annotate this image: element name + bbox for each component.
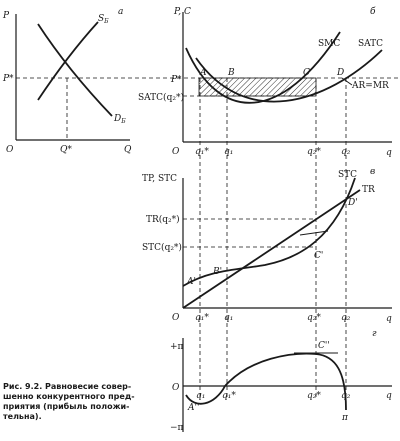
stc-label: STC — [338, 170, 357, 180]
panel-a-axis-x-label: Q — [124, 145, 132, 155]
panel-g-axis-x-label: q — [386, 391, 392, 401]
demand-label: DБ — [113, 114, 126, 125]
satc-level-label: SATC(q₂*) — [138, 92, 184, 103]
panel-b-q1: q₁ — [224, 147, 233, 157]
panel-g-q1: q₁ — [196, 391, 205, 401]
panel-v-axis-x-label: q — [386, 314, 392, 324]
panel-a-quantity-label: Q* — [60, 145, 72, 155]
supply-label: SБ — [98, 14, 109, 25]
point-c-double-prime: C'' — [318, 341, 330, 351]
panel-b-q2-star: q₂* — [307, 147, 321, 157]
panel-a-price-label: P* — [2, 74, 14, 84]
caption-line: приятия (прибыль положи- — [3, 402, 130, 411]
panel-v-q2-star: q₂* — [307, 313, 321, 323]
point-a-double-prime: A'' — [187, 403, 199, 413]
ar-mr-pointer — [341, 77, 353, 86]
panel-v-origin: O — [172, 313, 180, 323]
smc-curve — [185, 31, 341, 104]
tr-label: TR — [362, 185, 375, 195]
panel-b-axis-y-label: P, C — [173, 7, 191, 17]
ar-mr-label: AR=MR — [351, 81, 389, 91]
panel-g-minus-pi: −π — [170, 423, 184, 433]
satc-label: SATC — [358, 39, 383, 49]
profit-curve — [185, 352, 347, 411]
stc-curve — [182, 177, 356, 287]
tangent-at-c — [299, 230, 329, 236]
figure-caption: Рис. 9.2. Равновесие совер- шенно конкур… — [3, 382, 163, 422]
point-a-prime: A' — [186, 277, 196, 287]
point-d-prime: D' — [347, 198, 358, 208]
panel-g-letter: г — [372, 329, 377, 339]
panel-g-q2-star: q₂* — [307, 391, 321, 401]
panel-b-origin: O — [172, 147, 180, 157]
panel-a-origin: O — [6, 145, 14, 155]
panel-a-axis-y-label: P — [2, 11, 10, 21]
point-a: A — [199, 68, 207, 78]
panel-g-q2: q₂ — [341, 391, 351, 401]
point-b-prime: B' — [212, 267, 222, 277]
caption-line: Рис. 9.2. Равновесие совер- — [3, 382, 132, 391]
smc-label: SMC — [318, 39, 340, 49]
caption-line: шенно конкурентного пред- — [3, 392, 135, 401]
quantity-guides — [183, 78, 347, 400]
panel-b-letter: б — [370, 6, 376, 17]
point-d: D — [336, 68, 344, 78]
market-demand-curve — [37, 23, 113, 117]
panel-a-letter: а — [118, 7, 123, 17]
point-c: C — [303, 68, 310, 78]
tr-line — [182, 189, 361, 309]
panel-g-origin: O — [172, 383, 180, 393]
point-c-prime: C' — [314, 251, 323, 261]
panel-g-plus-pi: +π — [170, 342, 184, 352]
caption-line: тельна). — [3, 412, 42, 421]
profit-curve-label: π — [341, 413, 349, 423]
panel-v-q2: q₂ — [341, 313, 351, 323]
panel-v-letter: в — [370, 167, 375, 177]
stc-level-label: STC(q₂*) — [142, 242, 182, 253]
tr-level-label: TR(q₂*) — [146, 214, 180, 225]
market-supply-curve — [37, 21, 99, 101]
panel-profit: +π −π q O г C'' A'' π q₁ q₁* q₂* q₂ — [170, 329, 392, 433]
panel-b-price-label: P* — [170, 75, 182, 85]
panel-b-axis-x-label: q — [386, 148, 392, 158]
panel-v-q1: q₁ — [224, 313, 233, 323]
panel-g-q1-star: q₁* — [222, 391, 236, 401]
panel-firm-costs: P, C q O б SMC SATC P* SATC(q₂*) AR=MR A… — [138, 6, 392, 158]
point-b: B — [227, 68, 235, 78]
satc-curve — [195, 49, 383, 103]
panel-totals: TP, STC q O в STC TR TR(q₂*) STC(q₂*) A'… — [142, 167, 392, 324]
panel-b-q1-star: q₁* — [195, 147, 209, 157]
panel-v-axis-y-label: TP, STC — [142, 174, 177, 184]
panel-v-q1-star: q₁* — [195, 313, 209, 323]
